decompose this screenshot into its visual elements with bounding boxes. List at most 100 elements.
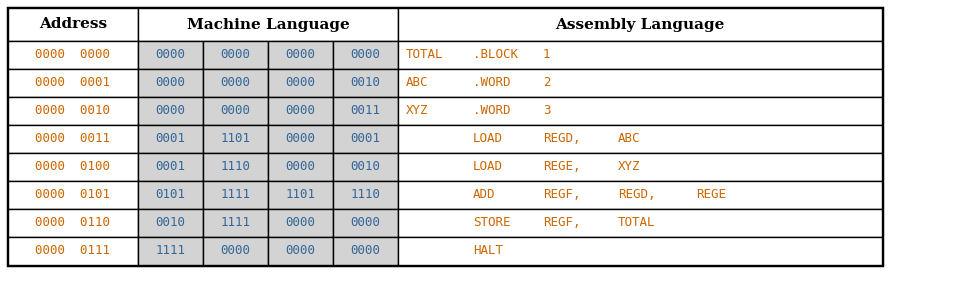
Text: 1111: 1111 (220, 217, 251, 229)
Text: 0000: 0000 (350, 49, 380, 62)
Text: Address: Address (39, 18, 107, 32)
Bar (333, 153, 397, 181)
Text: 0000  0001: 0000 0001 (35, 76, 111, 89)
Text: 1110: 1110 (350, 188, 380, 202)
Bar (138, 237, 203, 265)
Text: HALT: HALT (473, 244, 502, 258)
Text: 0010: 0010 (350, 161, 380, 173)
Bar (203, 69, 268, 97)
Text: 0000: 0000 (285, 132, 315, 146)
Text: 0000: 0000 (220, 244, 251, 258)
Bar (397, 237, 882, 265)
Text: 0000: 0000 (285, 244, 315, 258)
Bar (333, 97, 397, 125)
Text: 0000: 0000 (285, 217, 315, 229)
Bar (268, 209, 333, 237)
Text: 0000: 0000 (220, 105, 251, 117)
Text: 0000  0100: 0000 0100 (35, 161, 111, 173)
Bar (268, 153, 333, 181)
Bar (138, 41, 203, 69)
Text: 2: 2 (542, 76, 550, 89)
Text: .WORD: .WORD (473, 105, 510, 117)
Bar (333, 41, 397, 69)
Text: .BLOCK: .BLOCK (473, 49, 517, 62)
Bar (268, 181, 333, 209)
Text: 0000: 0000 (350, 244, 380, 258)
Text: 0000: 0000 (285, 161, 315, 173)
Text: 0000  0000: 0000 0000 (35, 49, 111, 62)
Bar (138, 153, 203, 181)
Bar (8, 209, 138, 237)
Text: ABC: ABC (406, 76, 428, 89)
Bar (203, 209, 268, 237)
Text: 1101: 1101 (285, 188, 315, 202)
Text: 0001: 0001 (350, 132, 380, 146)
Text: 1111: 1111 (155, 244, 185, 258)
Bar (268, 41, 333, 69)
Text: 0000: 0000 (285, 76, 315, 89)
Bar (8, 8, 138, 41)
Text: LOAD: LOAD (473, 161, 502, 173)
Bar (138, 181, 203, 209)
Bar (333, 237, 397, 265)
Text: REGE: REGE (696, 188, 725, 202)
Text: 0000  0101: 0000 0101 (35, 188, 111, 202)
Bar (268, 237, 333, 265)
Bar (138, 69, 203, 97)
Bar (397, 97, 882, 125)
Bar (8, 69, 138, 97)
Text: ABC: ABC (618, 132, 639, 146)
Bar (203, 41, 268, 69)
Bar (397, 153, 882, 181)
Bar (333, 181, 397, 209)
Text: TOTAL: TOTAL (406, 49, 443, 62)
Bar (333, 209, 397, 237)
Bar (203, 125, 268, 153)
Text: 0000: 0000 (350, 217, 380, 229)
Bar (138, 125, 203, 153)
Bar (8, 97, 138, 125)
Text: REGE,: REGE, (542, 161, 579, 173)
Text: .WORD: .WORD (473, 76, 510, 89)
Text: XYZ: XYZ (618, 161, 639, 173)
Bar (397, 181, 882, 209)
Bar (397, 209, 882, 237)
Text: 1111: 1111 (220, 188, 251, 202)
Text: 0000: 0000 (285, 49, 315, 62)
Bar (268, 69, 333, 97)
Text: ADD: ADD (473, 188, 495, 202)
Bar (138, 97, 203, 125)
Bar (268, 125, 333, 153)
Bar (8, 125, 138, 153)
Text: 0000  0110: 0000 0110 (35, 217, 111, 229)
Text: 1110: 1110 (220, 161, 251, 173)
Bar (397, 8, 882, 41)
Bar (8, 181, 138, 209)
Text: Assembly Language: Assembly Language (555, 18, 724, 32)
Bar (397, 41, 882, 69)
Text: 3: 3 (542, 105, 550, 117)
Text: REGF,: REGF, (542, 217, 579, 229)
Bar (268, 97, 333, 125)
Text: 0000  0011: 0000 0011 (35, 132, 111, 146)
Bar (203, 97, 268, 125)
Text: 0000: 0000 (220, 49, 251, 62)
Bar (138, 209, 203, 237)
Bar (8, 153, 138, 181)
Text: 0010: 0010 (350, 76, 380, 89)
Text: 0000: 0000 (285, 105, 315, 117)
Bar (138, 8, 397, 41)
Text: 0000  0111: 0000 0111 (35, 244, 111, 258)
Text: 0001: 0001 (155, 132, 185, 146)
Bar (8, 41, 138, 69)
Text: REGD,: REGD, (542, 132, 579, 146)
Text: 1: 1 (542, 49, 550, 62)
Text: 0000: 0000 (155, 76, 185, 89)
Text: LOAD: LOAD (473, 132, 502, 146)
Text: REGD,: REGD, (618, 188, 655, 202)
Text: 1101: 1101 (220, 132, 251, 146)
Bar (8, 8, 882, 265)
Bar (203, 153, 268, 181)
Text: 0000  0010: 0000 0010 (35, 105, 111, 117)
Text: 0001: 0001 (155, 161, 185, 173)
